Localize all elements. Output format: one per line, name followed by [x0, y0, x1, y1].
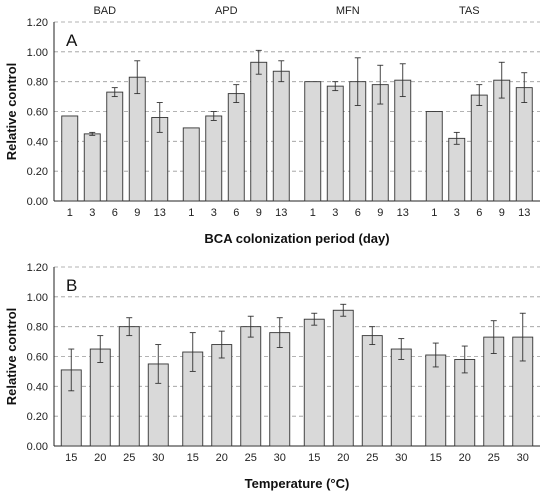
panel-a-xtick-label: 6: [355, 207, 361, 219]
panel-a-bar-tas-3: [448, 137, 466, 202]
panel-a-xtick-label: 6: [112, 207, 118, 219]
panel-b-ytick-label: 1.20: [27, 262, 48, 274]
panel-a-bar-bad-6: [106, 91, 124, 202]
panel-b-ytick-label: 1.00: [27, 292, 48, 304]
panel-a-bar-apd-3: [205, 115, 223, 202]
panel-a-bar-mfn-3: [326, 85, 344, 202]
panel-b-xtick-label: 15: [187, 452, 199, 464]
panel-a-ytick-label: 1.00: [27, 47, 48, 59]
panel-b-xtick-label: 20: [459, 452, 471, 464]
panel-a-bar-apd-9: [250, 61, 268, 202]
panel-a-bar-mfn-1: [304, 81, 322, 202]
panel-a-x-axis-title: BCA colonization period (day): [204, 231, 389, 246]
panel-b-bar-bad-25: [118, 326, 140, 447]
panel-a-bar-apd-1: [182, 127, 200, 202]
panel-a-ytick-label: 0.60: [27, 107, 48, 119]
panel-a-ytick-label: 0.20: [27, 166, 48, 178]
panel-b-ytick-label: 0.80: [27, 322, 48, 334]
group-label-tas: TAS: [459, 5, 480, 17]
panel-b-bar-tas-15: [425, 354, 447, 447]
panel-b-x-axis-title: Temperature (°C): [245, 476, 350, 491]
panel-a-xtick-label: 9: [499, 207, 505, 219]
panel-b-bar-mfn-15: [303, 318, 325, 447]
panel-b-xtick-label: 30: [395, 452, 407, 464]
panel-b-xtick-label: 15: [308, 452, 320, 464]
panel-b-xtick-label: 30: [274, 452, 286, 464]
panel-a-xtick-label: 1: [188, 207, 194, 219]
panel-a-bar-apd-13: [272, 70, 290, 202]
panel-a-xtick-label: 3: [332, 207, 338, 219]
panel-a-xtick-label: 9: [256, 207, 262, 219]
panel-a-letter: A: [66, 31, 78, 50]
panel-b-xtick-label: 20: [216, 452, 228, 464]
panel-a-bar-bad-1: [61, 115, 79, 202]
panel-b-bar-apd-25: [240, 326, 262, 447]
panel-a-bar-bad-9: [128, 76, 146, 202]
panel-a-bar-apd-6: [227, 93, 245, 202]
panel-b-xtick-label: 25: [123, 452, 135, 464]
panel-a-xtick-label: 13: [154, 207, 166, 219]
panel-a-xtick-label: 3: [454, 207, 460, 219]
panel-b-xtick-label: 30: [152, 452, 164, 464]
panel-b-xtick-label: 20: [337, 452, 349, 464]
panel-a-xtick-label: 6: [233, 207, 239, 219]
panel-a-xtick-label: 13: [275, 207, 287, 219]
panel-b-bar-apd-20: [211, 344, 233, 447]
panel-b-bar-mfn-20: [332, 309, 354, 447]
panel-b-xtick-label: 25: [366, 452, 378, 464]
panel-b-bar-mfn-25: [361, 335, 383, 447]
panel-a-xtick-label: 6: [476, 207, 482, 219]
panel-a-xtick-label: 3: [89, 207, 95, 219]
panel-a-bar-tas-6: [470, 94, 488, 202]
panel-a-bar-tas-13: [515, 87, 533, 202]
panel-b-xtick-label: 15: [65, 452, 77, 464]
panel-a-xtick-label: 3: [211, 207, 217, 219]
panel-a-ytick-label: 1.20: [27, 17, 48, 29]
panel-b-xtick-label: 25: [245, 452, 257, 464]
panel-b-ytick-label: 0.60: [27, 352, 48, 364]
panel-a-bar-mfn-13: [394, 79, 412, 202]
panel-a-xtick-label: 1: [310, 207, 316, 219]
panel-a-bar-tas-1: [425, 111, 443, 202]
panel-a-y-axis-title: Relative control: [4, 63, 19, 161]
panel-b-xtick-label: 20: [94, 452, 106, 464]
panel-a-xtick-label: 9: [377, 207, 383, 219]
panel-b-ytick-label: 0.40: [27, 381, 48, 393]
group-label-bad: BAD: [93, 5, 116, 17]
panel-b-letter: B: [66, 276, 77, 295]
panel-b-ytick-label: 0.20: [27, 411, 48, 423]
panel-b-bar-bad-20: [89, 348, 111, 447]
panel-b-bar-apd-30: [269, 332, 291, 447]
panel-b-ytick-label: 0.00: [27, 441, 48, 453]
panel-b-y-axis-title: Relative control: [4, 308, 19, 406]
panel-a-xtick-label: 1: [67, 207, 73, 219]
panel-a-ytick-label: 0.00: [27, 196, 48, 208]
panel-a-bar-bad-3: [83, 133, 101, 202]
panel-b-xtick-label: 30: [517, 452, 529, 464]
panel-b-xtick-label: 15: [430, 452, 442, 464]
panel-a-xtick-label: 13: [518, 207, 530, 219]
panel-a-xtick-label: 13: [397, 207, 409, 219]
group-label-apd: APD: [215, 5, 238, 17]
panel-a-ytick-label: 0.40: [27, 136, 48, 148]
panel-a-xtick-label: 1: [431, 207, 437, 219]
panel-a-ytick-label: 0.80: [27, 77, 48, 89]
panel-a-xtick-label: 9: [134, 207, 140, 219]
panel-b-bar-mfn-30: [390, 348, 412, 447]
panel-b-xtick-label: 25: [488, 452, 500, 464]
group-label-mfn: MFN: [336, 5, 360, 17]
